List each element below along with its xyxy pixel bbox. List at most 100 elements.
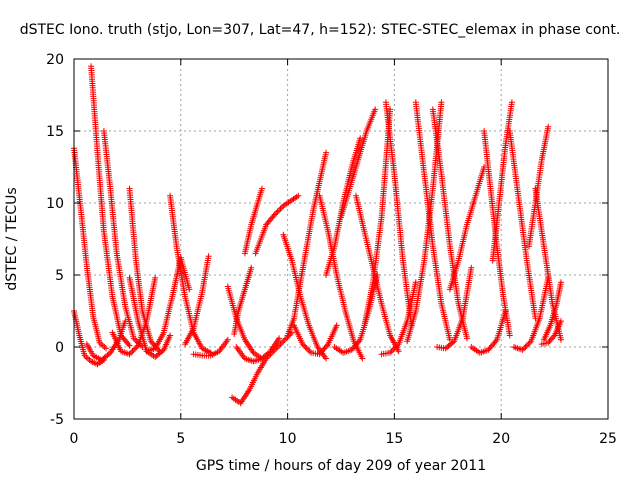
series-10 (182, 253, 212, 348)
series-1 (71, 308, 107, 368)
data-point (277, 205, 284, 212)
series-7 (126, 274, 174, 361)
series-27 (382, 99, 415, 329)
data-point (103, 345, 109, 352)
data-point (270, 348, 277, 355)
data-point (273, 345, 280, 352)
data-point (395, 348, 402, 355)
data-point (492, 338, 499, 345)
data-point (305, 346, 312, 353)
series-20 (291, 322, 340, 358)
series-36 (489, 99, 515, 264)
series-11 (190, 336, 231, 359)
series-3 (83, 318, 129, 363)
series-34 (468, 308, 509, 356)
data-point (449, 339, 456, 346)
y-tick-label: 5 (55, 268, 64, 284)
y-tick-label: 0 (55, 340, 64, 356)
tick-layer: 0 5 10 15 20 25 -5 0 5 10 15 20 (46, 52, 617, 447)
y-tick-label: 20 (46, 52, 64, 68)
data-point (392, 344, 399, 350)
series-39 (526, 123, 552, 250)
data-point (277, 341, 284, 348)
data-layer (71, 63, 564, 407)
x-tick-label: 25 (599, 431, 617, 447)
data-point (281, 336, 288, 343)
series-9 (143, 254, 193, 355)
series-4 (100, 128, 146, 350)
data-point (278, 339, 285, 346)
series-18 (280, 231, 329, 362)
data-point (357, 135, 364, 142)
x-tick-label: 20 (492, 431, 510, 447)
data-point (372, 106, 379, 113)
data-point (522, 344, 529, 350)
series-32 (434, 264, 475, 352)
data-point (126, 342, 133, 349)
data-point (391, 345, 398, 352)
data-point (133, 344, 140, 350)
data-point (525, 341, 532, 348)
plot-frame (73, 58, 609, 420)
data-point (276, 335, 283, 342)
data-point (271, 211, 278, 218)
series-28 (378, 279, 419, 358)
series-21 (316, 192, 366, 362)
series-31 (429, 106, 470, 342)
data-point (295, 192, 302, 199)
data-point (523, 342, 530, 349)
series-37 (506, 128, 539, 322)
data-point (130, 346, 137, 353)
series-41 (540, 279, 564, 343)
data-point (152, 274, 159, 281)
data-point (128, 349, 134, 356)
series-19 (284, 149, 329, 339)
data-point (274, 208, 281, 215)
series-16 (229, 329, 295, 407)
data-point (301, 342, 307, 349)
data-point (132, 345, 139, 352)
x-tick-label: 10 (279, 431, 297, 447)
data-point (558, 279, 564, 286)
data-point (167, 332, 174, 339)
data-point (521, 345, 527, 352)
x-tick-label: 15 (385, 431, 403, 447)
data-point (278, 204, 285, 211)
data-point (302, 344, 309, 350)
data-point (323, 355, 329, 362)
data-point (323, 149, 329, 156)
data-point (438, 99, 445, 106)
data-point (266, 352, 273, 359)
series-24 (338, 106, 379, 221)
series-6 (126, 185, 163, 355)
data-point (468, 264, 475, 271)
data-point (558, 336, 564, 343)
data-point (267, 351, 274, 358)
data-point (545, 123, 552, 130)
series-13 (231, 264, 255, 337)
data-point (387, 106, 394, 113)
data-point (268, 349, 275, 356)
data-point (224, 336, 231, 343)
data-point (259, 185, 265, 192)
data-point (186, 286, 193, 293)
series-30 (412, 99, 453, 343)
data-point (130, 335, 137, 342)
series-15 (241, 185, 265, 257)
data-point (359, 355, 366, 362)
data-point (205, 253, 212, 260)
series-33 (446, 164, 488, 293)
data-point (280, 338, 287, 345)
data-point (248, 264, 255, 271)
y-axis-label: dSTEC / TECUs (4, 187, 20, 290)
data-point (558, 318, 564, 325)
data-point (506, 332, 513, 339)
y-tick-label: 15 (46, 124, 64, 140)
y-tick-label: -5 (50, 412, 64, 428)
grid-layer (74, 59, 608, 419)
x-axis-label: GPS time / hours of day 209 of year 2011 (196, 458, 486, 474)
data-point (303, 345, 310, 352)
chart-title: dSTEC Iono. truth (stjo, Lon=307, Lat=47… (20, 22, 621, 38)
series-29 (404, 99, 445, 345)
